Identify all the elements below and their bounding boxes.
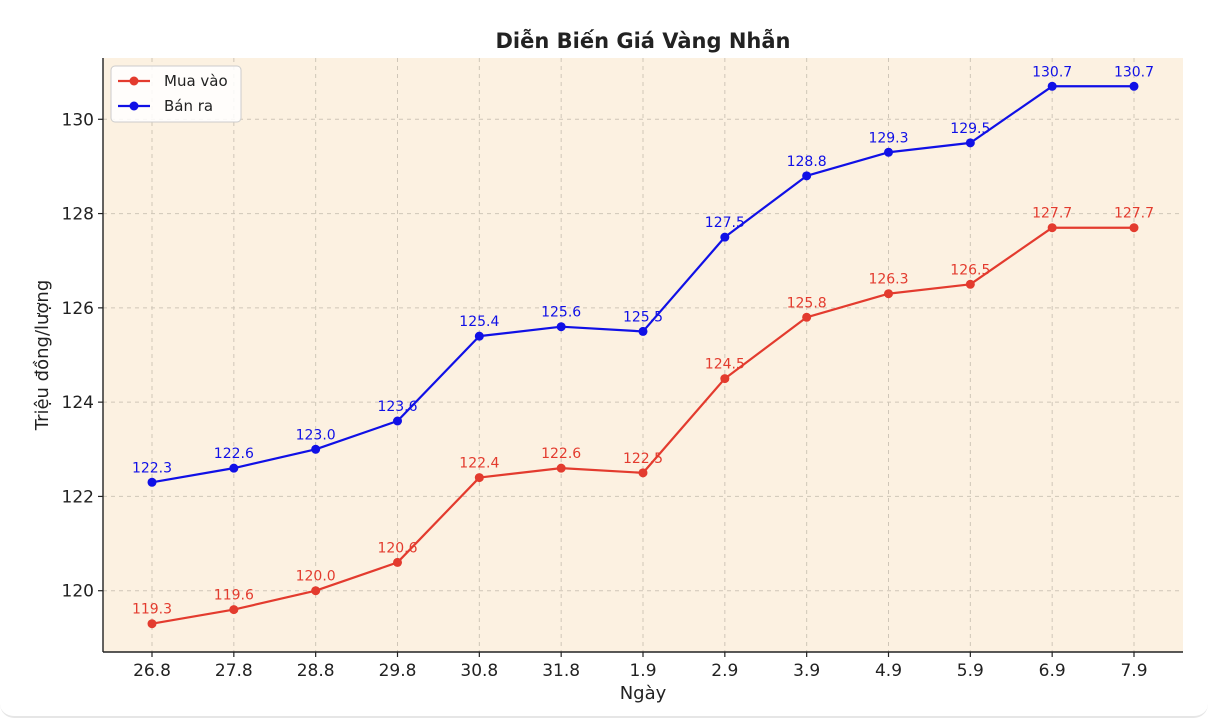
data-label: 122.3 (132, 460, 172, 476)
data-point (229, 463, 239, 473)
y-tick-label: 120 (62, 582, 94, 602)
y-tick-label: 122 (62, 487, 94, 507)
legend-marker (129, 76, 139, 86)
data-point (474, 473, 484, 483)
data-label: 125.5 (623, 309, 663, 325)
data-label: 130.7 (1114, 64, 1154, 80)
data-label: 120.6 (377, 540, 417, 556)
series (147, 81, 1139, 629)
data-point (1047, 81, 1057, 91)
data-point (1047, 223, 1057, 233)
x-tick-label: 5.9 (957, 661, 984, 681)
data-label: 119.6 (214, 588, 254, 604)
data-point (884, 289, 893, 299)
data-label: 126.5 (950, 262, 990, 278)
data-point (393, 416, 402, 426)
data-point (965, 138, 975, 148)
data-point (884, 147, 893, 157)
data-labels: 119.3 119.6 120.0 120.6 122.4 122.6 122.5 124.5… (132, 64, 1154, 617)
data-point (147, 619, 157, 629)
data-point (474, 331, 484, 341)
chart-title: Diễn Biến Giá Vàng Nhẫn (496, 29, 791, 53)
data-label: 130.7 (1032, 64, 1072, 80)
data-point (229, 605, 239, 615)
data-label: 119.3 (132, 602, 172, 618)
x-tick-label: 28.8 (297, 661, 335, 681)
data-point (311, 444, 321, 454)
data-point (720, 232, 730, 242)
x-tick-label: 31.8 (542, 661, 580, 681)
y-tick-label: 124 (62, 393, 94, 413)
data-point (311, 586, 321, 596)
data-label: 129.5 (950, 121, 990, 137)
data-label: 123.0 (296, 427, 336, 443)
data-point (802, 171, 812, 181)
data-label: 125.8 (787, 295, 827, 311)
data-point (147, 477, 157, 487)
legend-label: Bán ra (164, 97, 213, 115)
x-tick-label: 4.9 (875, 661, 902, 681)
x-tick-label: 26.8 (133, 661, 171, 681)
data-point (393, 557, 402, 567)
x-tick-label: 6.9 (1039, 661, 1066, 681)
data-point (1129, 81, 1139, 91)
x-tick-label: 30.8 (460, 661, 498, 681)
legend: Mua vào Bán ra (110, 65, 242, 123)
data-point (638, 468, 648, 478)
data-label: 122.6 (541, 446, 581, 462)
x-axis-title: Ngày (620, 683, 667, 704)
data-label: 125.4 (459, 314, 499, 330)
data-label: 129.3 (868, 130, 908, 146)
data-point (720, 374, 730, 384)
data-label: 127.7 (1114, 206, 1154, 222)
data-label: 125.6 (541, 305, 581, 321)
x-tick-label: 2.9 (711, 661, 738, 681)
data-point (802, 312, 812, 322)
data-point (1129, 223, 1139, 233)
data-label: 120.0 (296, 569, 336, 585)
data-label: 122.6 (214, 446, 254, 462)
x-tick-label: 3.9 (793, 661, 820, 681)
y-tick-label: 130 (62, 110, 94, 130)
x-tick-label: 29.8 (379, 661, 417, 681)
y-tick-label: 128 (62, 205, 94, 225)
data-point (638, 326, 648, 336)
data-point (556, 322, 566, 332)
legend-label: Mua vào (164, 72, 228, 90)
data-label: 127.5 (705, 215, 745, 231)
x-tick-label: 1.9 (629, 661, 656, 681)
data-label: 122.5 (623, 451, 663, 467)
x-tick-label: 27.8 (215, 661, 253, 681)
y-tick-label: 126 (62, 299, 94, 319)
data-label: 124.5 (705, 357, 745, 373)
x-tick-label: 7.9 (1120, 661, 1147, 681)
data-label: 126.3 (868, 272, 908, 288)
data-label: 122.4 (459, 456, 499, 472)
data-label: 128.8 (787, 154, 827, 170)
data-label: 127.7 (1032, 206, 1072, 222)
data-point (556, 463, 566, 473)
axes: 26.8 27.8 28.8 29.8 30.8 31.8 1.9 2.9 3.9 4.9 5.9 6… (62, 58, 1183, 681)
data-label: 123.6 (377, 399, 417, 415)
legend-marker (129, 101, 139, 111)
data-point (965, 279, 975, 289)
y-axis-title: Triệu đồng/lượng (32, 280, 53, 432)
